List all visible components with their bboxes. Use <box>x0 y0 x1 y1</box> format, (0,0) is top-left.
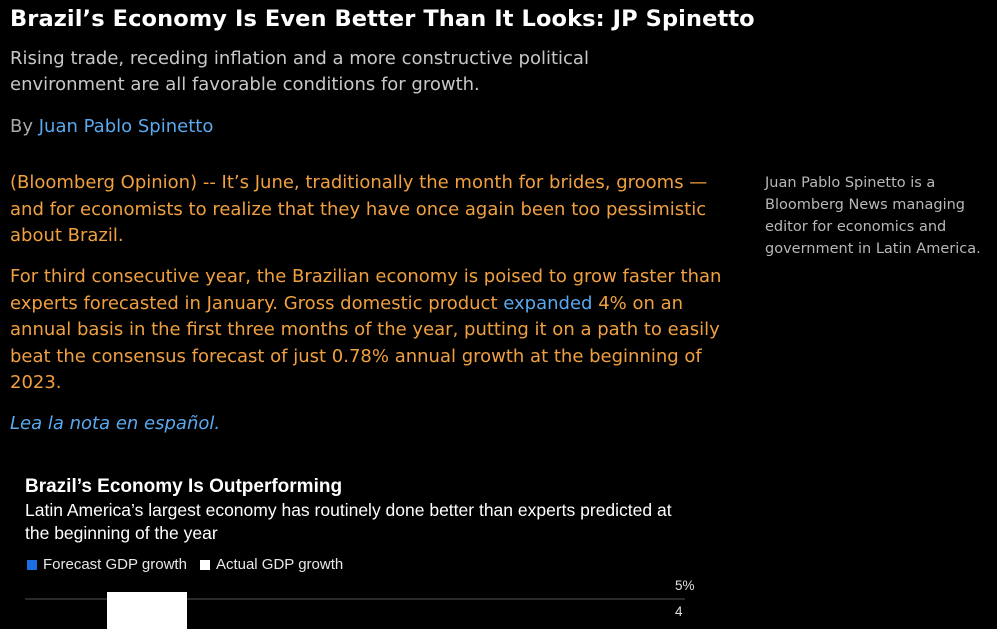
byline: By Juan Pablo Spinetto <box>10 114 213 140</box>
legend-label-actual: Actual GDP growth <box>215 556 344 573</box>
gdp-chart: 5% 4 <box>25 578 695 629</box>
author-link[interactable]: Juan Pablo Spinetto <box>38 116 214 137</box>
spanish-version-link[interactable]: Lea la nota en español. <box>10 413 221 434</box>
chart-legend: Forecast GDP growth Actual GDP growth <box>27 556 356 573</box>
forecast-swatch-icon <box>27 559 37 570</box>
chart-title: Brazil’s Economy Is Outperforming <box>25 476 343 497</box>
legend-label-forecast: Forecast GDP growth <box>43 556 187 573</box>
paragraph-2-text-start: For third consecutive year, the Brazilia… <box>10 266 722 314</box>
actual-swatch-icon <box>199 559 210 570</box>
paragraph-2-text-end: 4% on an annual basis in the first three… <box>10 292 720 394</box>
y-tick-label: 5% <box>675 578 695 593</box>
article-paragraph-1: (Bloomberg Opinion) -- It’s June, tradit… <box>10 172 708 246</box>
byline-prefix: By <box>10 116 34 137</box>
legend-item-forecast: Forecast GDP growth <box>27 556 187 573</box>
article-headline: Brazil’s Economy Is Even Better Than It … <box>10 6 755 32</box>
actual-bar <box>107 592 187 629</box>
article-dek: Rising trade, receding inflation and a m… <box>10 48 589 95</box>
gdp-expanded-link[interactable]: expanded <box>503 292 593 314</box>
legend-item-actual: Actual GDP growth <box>199 556 344 573</box>
article-paragraph-2: For third consecutive year, the Brazilia… <box>10 264 730 397</box>
author-bio: Juan Pablo Spinetto is a Bloomberg News … <box>765 175 981 257</box>
y-tick-label: 4 <box>675 604 683 619</box>
chart-subtitle: Latin America’s largest economy has rout… <box>25 500 672 543</box>
